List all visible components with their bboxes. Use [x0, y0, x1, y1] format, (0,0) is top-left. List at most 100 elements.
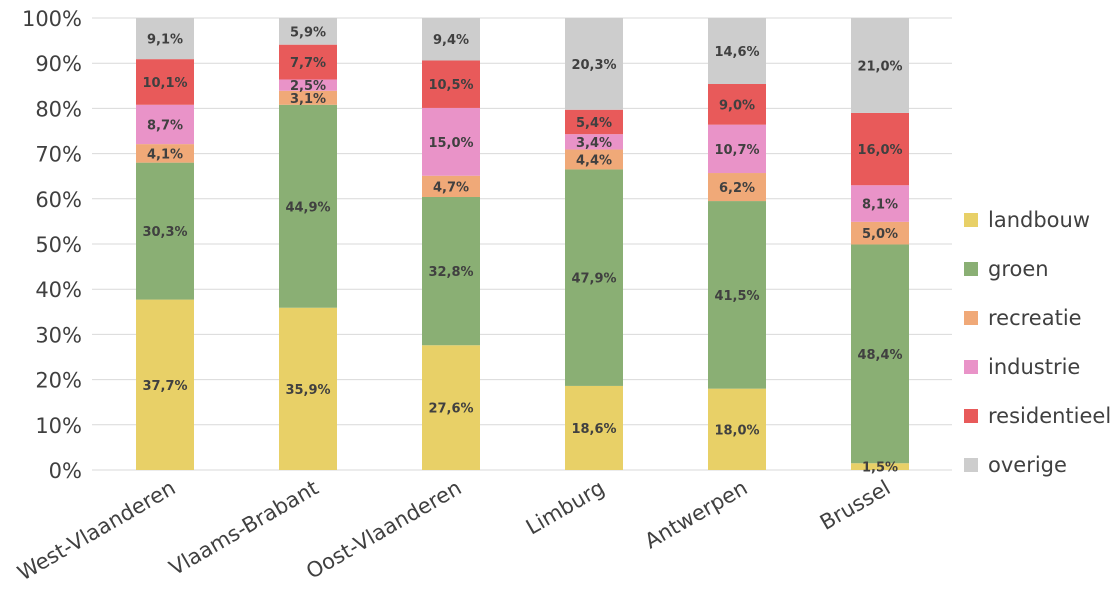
- data-label: 7,7%: [290, 56, 326, 71]
- legend-label: groen: [988, 257, 1049, 281]
- legend-swatch-overige: [964, 458, 978, 472]
- bar-segment-landbouw: [422, 345, 480, 470]
- bar-segment-recreatie: [279, 90, 337, 105]
- legend-swatch-landbouw: [964, 213, 978, 227]
- data-label: 10,7%: [714, 143, 759, 158]
- data-label: 4,4%: [576, 153, 612, 168]
- y-tick-label: 30%: [35, 323, 82, 347]
- data-label: 3,1%: [290, 92, 326, 107]
- data-label: 30,3%: [142, 225, 187, 240]
- bar-segment-landbouw: [279, 307, 337, 470]
- bar-segment-industrie: [708, 124, 766, 174]
- data-label: 10,5%: [428, 78, 473, 93]
- x-category-label: Vlaams-Brabant: [165, 476, 322, 581]
- x-category-label: West-Vlaanderen: [13, 476, 179, 586]
- y-tick-label: 100%: [22, 7, 82, 31]
- gridlines: [92, 17, 952, 471]
- data-label: 4,1%: [147, 147, 183, 162]
- data-label: 27,6%: [428, 402, 473, 417]
- bar-segment-recreatie: [565, 149, 623, 170]
- y-tick-label: 90%: [35, 52, 82, 76]
- legend-label: industrie: [988, 355, 1080, 379]
- data-label: 16,0%: [857, 143, 902, 158]
- bar-segment-industrie: [851, 185, 909, 222]
- bar-segment-landbouw: [851, 463, 909, 470]
- data-label: 5,9%: [290, 25, 326, 40]
- bar-segment-overige: [708, 18, 766, 84]
- y-tick-label: 50%: [35, 233, 82, 257]
- bar-segment-groen: [136, 162, 194, 300]
- bar-segment-industrie: [422, 107, 480, 176]
- data-label: 48,4%: [857, 348, 902, 363]
- legend-swatch-groen: [964, 262, 978, 276]
- bar-segment-overige: [279, 18, 337, 45]
- data-label: 14,6%: [714, 45, 759, 60]
- data-label: 47,9%: [571, 272, 616, 287]
- data-label: 2,5%: [290, 79, 326, 94]
- bar-segment-recreatie: [136, 144, 194, 163]
- data-label: 8,7%: [147, 118, 183, 133]
- data-label: 21,0%: [857, 59, 902, 74]
- bar-segment-groen: [422, 196, 480, 346]
- bar-segment-groen: [851, 244, 909, 464]
- data-label: 5,0%: [862, 227, 898, 242]
- data-label: 9,0%: [719, 98, 755, 113]
- y-tick-label: 60%: [35, 188, 82, 212]
- bar-segment-overige: [136, 18, 194, 60]
- data-label: 9,4%: [433, 33, 469, 48]
- bar-segment-landbouw: [565, 385, 623, 470]
- bars: [136, 18, 909, 470]
- legend-swatch-recreatie: [964, 311, 978, 325]
- y-tick-label: 40%: [35, 278, 82, 302]
- data-label: 3,4%: [576, 136, 612, 151]
- bar-segment-recreatie: [422, 175, 480, 197]
- data-label: 10,1%: [142, 76, 187, 91]
- bar-segment-landbouw: [136, 299, 194, 470]
- bar-segment-groen: [708, 201, 766, 389]
- legend-label: residentieel: [988, 404, 1111, 428]
- y-tick-label: 0%: [49, 459, 82, 483]
- y-tick-label: 10%: [35, 414, 82, 438]
- legend-label: landbouw: [988, 208, 1090, 232]
- data-label: 32,8%: [428, 265, 473, 280]
- data-label: 1,5%: [862, 461, 898, 476]
- data-label: 20,3%: [571, 58, 616, 73]
- legend-label: recreatie: [988, 306, 1082, 330]
- data-label: 37,7%: [142, 379, 187, 394]
- bar-segment-industrie: [565, 134, 623, 150]
- bar-segment-residentieel: [136, 59, 194, 105]
- legend-swatch-residentieel: [964, 409, 978, 423]
- data-label: 44,9%: [285, 200, 330, 215]
- bar-segment-overige: [422, 18, 480, 61]
- bar-segment-residentieel: [422, 60, 480, 108]
- x-axis-categories: West-VlaanderenVlaams-BrabantOost-Vlaand…: [13, 476, 894, 586]
- x-category-label: Oost-Vlaanderen: [302, 476, 465, 584]
- data-label: 18,0%: [714, 423, 759, 438]
- bar-segment-recreatie: [708, 173, 766, 202]
- data-labels: 37,7% 30,3% 4,1% 8,7% 10,1% 9,1% 35,9% 44,9% 3,1…: [142, 25, 902, 475]
- data-label: 41,5%: [714, 289, 759, 304]
- y-axis-ticks: 0% 10% 20% 30% 40% 50% 60% 70% 80% 90% 100%: [22, 7, 82, 483]
- bar-segment-groen: [565, 169, 623, 386]
- data-label: 6,2%: [719, 181, 755, 196]
- bar-segment-landbouw: [708, 388, 766, 470]
- x-category-label: Antwerpen: [641, 476, 752, 554]
- bar-segment-residentieel: [279, 44, 337, 80]
- data-label: 15,0%: [428, 136, 473, 151]
- bar-segment-industrie: [136, 104, 194, 145]
- bar-segment-residentieel: [851, 112, 909, 186]
- bar-segment-residentieel: [708, 83, 766, 125]
- data-label: 8,1%: [862, 198, 898, 213]
- bar-segment-industrie: [279, 79, 337, 91]
- data-label: 5,4%: [576, 116, 612, 131]
- data-label: 18,6%: [571, 422, 616, 437]
- bar-segment-overige: [565, 18, 623, 110]
- data-label: 35,9%: [285, 383, 330, 398]
- y-tick-label: 80%: [35, 97, 82, 121]
- x-category-label: Brussel: [816, 476, 895, 535]
- data-label: 9,1%: [147, 33, 183, 48]
- bar-segment-groen: [279, 104, 337, 308]
- legend-label: overige: [988, 453, 1067, 477]
- bar-segment-overige: [851, 18, 909, 113]
